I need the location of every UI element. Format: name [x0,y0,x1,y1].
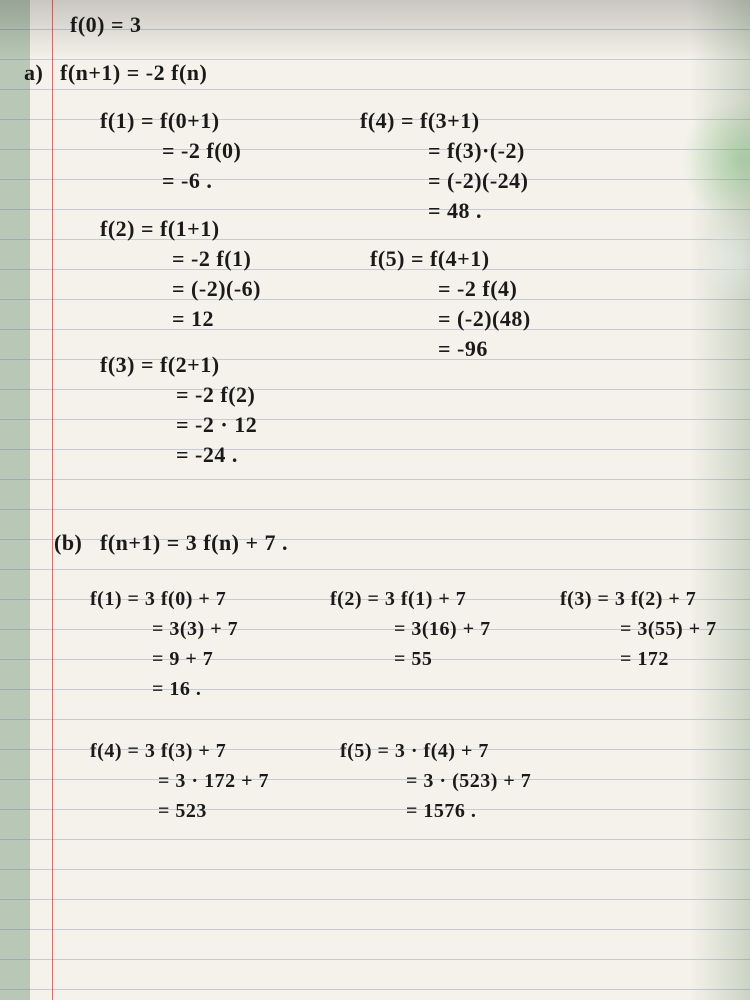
b-f5-l3: = 1576 . [406,800,476,823]
a-f5-l2: = -2 f(4) [438,276,517,302]
part-a-recurrence: f(n+1) = -2 f(n) [60,60,207,86]
b-f3-l3: = 172 [620,648,669,671]
b-f5-l1: f(5) = 3 · f(4) + 7 [340,740,489,763]
a-f3-l2: = -2 f(2) [176,382,255,408]
part-a-label: a) [24,60,43,86]
b-f3-l2: = 3(55) + 7 [620,618,717,641]
a-f4-l2: = f(3)·(-2) [428,138,525,164]
ruled-lines [0,0,750,1000]
a-f2-l4: = 12 [172,306,214,332]
a-f4-l3: = (-2)(-24) [428,168,529,194]
b-f2-l3: = 55 [394,648,432,671]
b-f1-l1: f(1) = 3 f(0) + 7 [90,588,226,611]
margin-rule [52,0,53,1000]
a-f3-l1: f(3) = f(2+1) [100,352,220,378]
a-f5-l3: = (-2)(48) [438,306,531,332]
part-b-recurrence: f(n+1) = 3 f(n) + 7 . [100,530,288,556]
b-f3-l1: f(3) = 3 f(2) + 7 [560,588,696,611]
b-f4-l1: f(4) = 3 f(3) + 7 [90,740,226,763]
part-b-label: (b) [54,530,82,556]
b-f1-l4: = 16 . [152,678,201,701]
b-f1-l3: = 9 + 7 [152,648,213,671]
a-f4-l4: = 48 . [428,198,482,224]
a-f2-l2: = -2 f(1) [172,246,251,272]
a-f2-l1: f(2) = f(1+1) [100,216,220,242]
a-f1-l3: = -6 . [162,168,212,194]
a-f2-l3: = (-2)(-6) [172,276,261,302]
a-f5-l1: f(5) = f(4+1) [370,246,490,272]
b-f5-l2: = 3 · (523) + 7 [406,770,531,793]
photo-vignette [0,0,750,1000]
a-f3-l4: = -24 . [176,442,238,468]
a-f5-l4: = -96 [438,336,488,362]
b-f4-l2: = 3 · 172 + 7 [158,770,269,793]
a-f1-l1: f(1) = f(0+1) [100,108,220,134]
b-f1-l2: = 3(3) + 7 [152,618,238,641]
b-f2-l1: f(2) = 3 f(1) + 7 [330,588,466,611]
a-f3-l3: = -2 · 12 [176,412,257,438]
b-f4-l3: = 523 [158,800,207,823]
a-f1-l2: = -2 f(0) [162,138,241,164]
b-f2-l2: = 3(16) + 7 [394,618,491,641]
initial-condition: f(0) = 3 [70,12,142,38]
a-f4-l1: f(4) = f(3+1) [360,108,480,134]
